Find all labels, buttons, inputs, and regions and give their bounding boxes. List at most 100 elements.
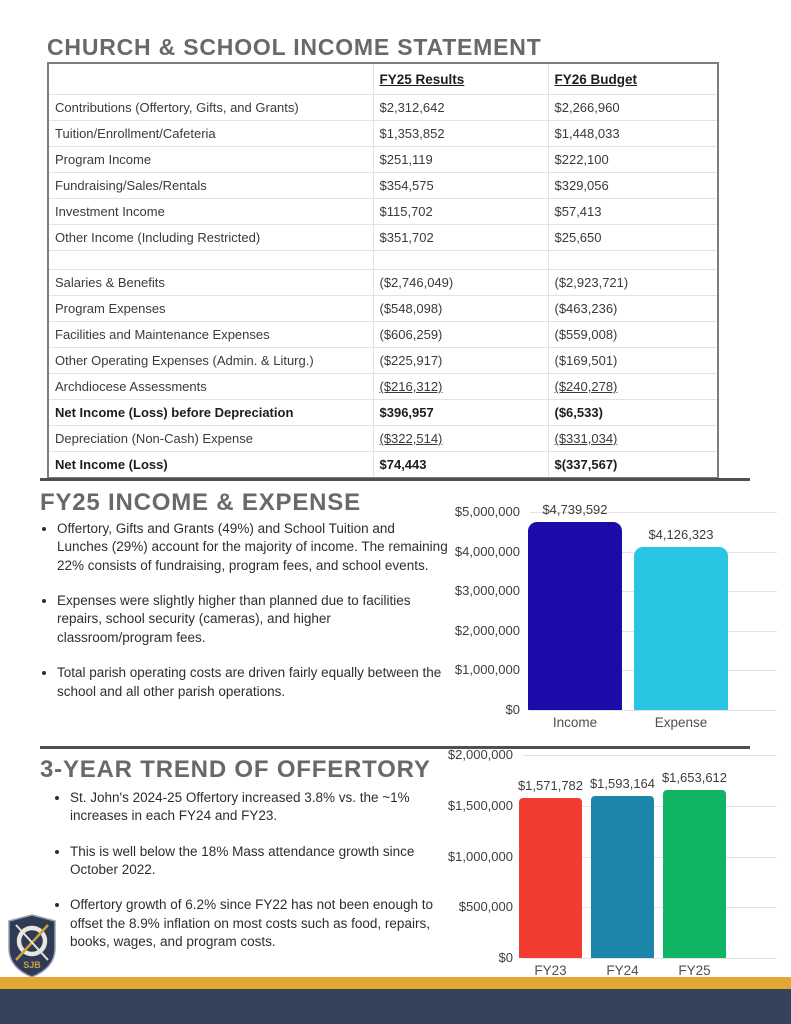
- bar-fy25: [663, 790, 726, 958]
- x-axis-label: FY24: [606, 963, 639, 978]
- row-label: Facilities and Maintenance Expenses: [48, 321, 374, 348]
- row-label: Tuition/Enrollment/Cafeteria: [48, 120, 374, 147]
- x-axis-label: Expense: [654, 715, 708, 730]
- svg-text:SJB: SJB: [23, 960, 41, 970]
- row-value: $115,702: [373, 198, 549, 225]
- bar-fy24: [591, 796, 654, 958]
- row-value: $74,443: [373, 451, 549, 479]
- y-tick-label: $2,000,000: [447, 747, 513, 762]
- row-label: Contributions (Offertory, Gifts, and Gra…: [48, 94, 374, 121]
- row-label: Fundraising/Sales/Rentals: [48, 172, 374, 199]
- bullet-item: St. John's 2024-25 Offertory increased 3…: [70, 789, 458, 826]
- bullet-item: Expenses were slightly higher than plann…: [57, 592, 449, 647]
- parish-crest-logo: SJB: [6, 914, 58, 983]
- row-value: ($169,501): [548, 347, 718, 374]
- row-value: $354,575: [373, 172, 549, 199]
- fy25-bullet-list: Offertory, Gifts and Grants (49%) and Sc…: [40, 520, 449, 718]
- bar-income: [528, 522, 622, 710]
- row-value: ($322,514): [373, 425, 549, 452]
- y-tick-label: $1,500,000: [447, 797, 513, 813]
- row-value: $2,312,642: [373, 94, 549, 121]
- table-row: Facilities and Maintenance Expenses ($606…: [48, 321, 718, 348]
- row-value: $57,413: [548, 198, 718, 225]
- row-value: ($2,923,721): [548, 269, 718, 296]
- bar-value-label: $4,739,592: [542, 502, 608, 518]
- table-row: Investment Income $115,702 $57,413: [48, 198, 718, 225]
- table-row: Program Income $251,119 $222,100: [48, 146, 718, 173]
- row-label: Program Income: [48, 146, 374, 173]
- row-label: Salaries & Benefits: [48, 269, 374, 296]
- table-row: Other Income (Including Restricted) $351,…: [48, 224, 718, 251]
- row-value: $25,650: [548, 224, 718, 251]
- gridline: [530, 512, 777, 513]
- trend-bullet-list: St. John's 2024-25 Offertory increased 3…: [53, 789, 458, 969]
- row-label: Depreciation (Non-Cash) Expense: [48, 425, 374, 452]
- y-tick-label: $4,000,000: [454, 543, 520, 559]
- gridline: [530, 710, 777, 711]
- row-value: $251,119: [373, 146, 549, 173]
- x-axis-label: FY23: [534, 963, 567, 978]
- header-fy26-budget: FY26 Budget: [548, 63, 718, 95]
- bullet-item: Offertory growth of 6.2% since FY22 has …: [70, 896, 458, 951]
- table-row: Net Income (Loss) $74,443 $(337,567): [48, 451, 718, 479]
- trend-section-title: 3-YEAR TREND OF OFFERTORY: [40, 756, 431, 783]
- row-value: $2,266,960: [548, 94, 718, 121]
- row-value: ($606,259): [373, 321, 549, 348]
- row-label: Archdiocese Assessments: [48, 373, 374, 400]
- row-value: ($225,917): [373, 347, 549, 374]
- bar-fy23: [519, 798, 582, 958]
- section-divider: [40, 478, 750, 481]
- table-row: Tuition/Enrollment/Cafeteria $1,353,852 $1…: [48, 120, 718, 147]
- y-tick-label: $5,000,000: [454, 504, 520, 519]
- header-fy25-results: FY25 Results: [373, 63, 549, 95]
- y-tick-label: $0: [505, 702, 520, 717]
- footer-navy-bar: [0, 989, 791, 1024]
- income-expense-chart: $5,000,000 $4,000,000 $3,000,000 $2,000,000…: [440, 500, 785, 740]
- row-value: ($2,746,049): [373, 269, 549, 296]
- gridline: [523, 755, 777, 756]
- row-value: ($463,236): [548, 295, 718, 322]
- table-row: Contributions (Offertory, Gifts, and Gra…: [48, 94, 718, 121]
- bullet-item: Offertory, Gifts and Grants (49%) and Sc…: [57, 520, 449, 575]
- table-row: Fundraising/Sales/Rentals $354,575 $329,05…: [48, 172, 718, 199]
- offertory-trend-chart: $2,000,000 $1,500,000 $1,000,000 $500,000 $0…: [435, 743, 785, 988]
- bullet-item: This is well below the 18% Mass attendan…: [70, 843, 458, 880]
- table-header-row: FY25 Results FY26 Budget: [48, 63, 718, 95]
- bullet-item: Total parish operating costs are driven …: [57, 664, 449, 701]
- y-tick-label: $1,000,000: [454, 662, 520, 678]
- row-value: ($559,008): [548, 321, 718, 348]
- row-value: [373, 250, 549, 270]
- row-value: $396,957: [373, 399, 549, 426]
- y-tick-label: $3,000,000: [454, 583, 520, 599]
- table-row: Other Operating Expenses (Admin. & Litur…: [48, 347, 718, 374]
- footer-gold-bar: [0, 977, 791, 989]
- spacer-row: [48, 250, 718, 270]
- bar-value-label: $1,593,164: [589, 776, 656, 792]
- row-value: ($331,034): [548, 425, 718, 452]
- gridline: [523, 958, 777, 959]
- income-statement-title: CHURCH & SCHOOL INCOME STATEMENT: [47, 34, 542, 60]
- row-value: $222,100: [548, 146, 718, 173]
- bar-value-label: $1,653,612: [661, 770, 728, 786]
- row-label: Net Income (Loss): [48, 451, 374, 479]
- row-value: $329,056: [548, 172, 718, 199]
- bar-expense: [634, 546, 728, 710]
- y-tick-label: $1,000,000: [447, 848, 513, 864]
- row-label: Other Operating Expenses (Admin. & Litur…: [48, 347, 374, 374]
- row-value: $351,702: [373, 224, 549, 251]
- row-value: ($548,098): [373, 295, 549, 322]
- row-label: Program Expenses: [48, 295, 374, 322]
- table-row: Program Expenses ($548,098) ($463,236): [48, 295, 718, 322]
- row-label: [48, 250, 374, 270]
- row-value: $1,448,033: [548, 120, 718, 147]
- section-divider: [40, 746, 750, 749]
- row-label: Investment Income: [48, 198, 374, 225]
- y-tick-label: $0: [498, 950, 513, 965]
- x-axis-label: Income: [552, 715, 598, 730]
- bar-value-label: $1,571,782: [517, 778, 584, 794]
- row-label: Other Income (Including Restricted): [48, 224, 374, 251]
- table-row: Depreciation (Non-Cash) Expense ($322,514…: [48, 425, 718, 452]
- row-label: Net Income (Loss) before Depreciation: [48, 399, 374, 426]
- header-empty-cell: [48, 63, 374, 95]
